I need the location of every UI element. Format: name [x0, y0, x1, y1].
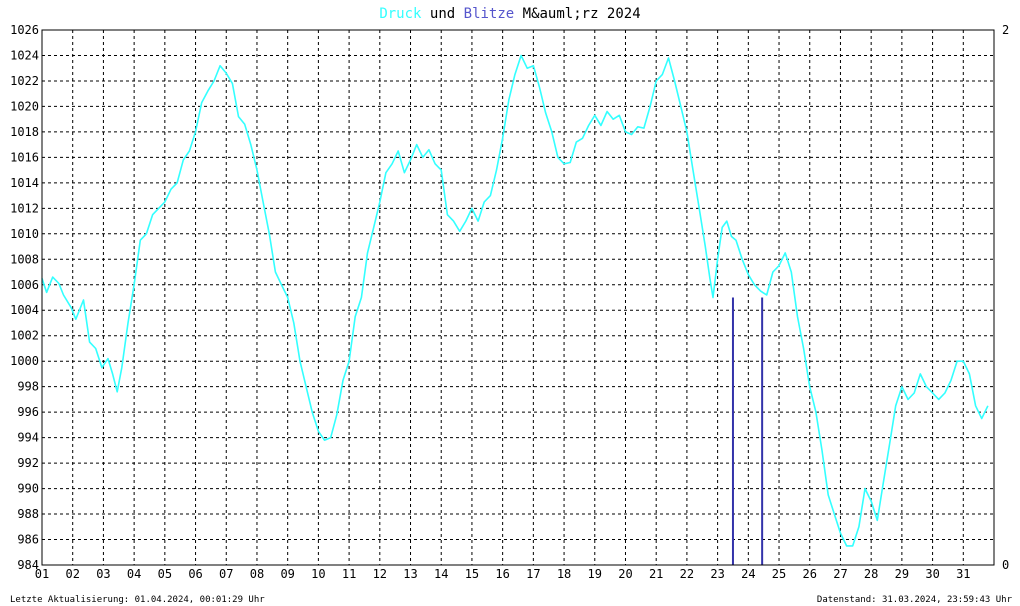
x-tick-label: 29 [895, 567, 909, 581]
lightning-bars [731, 297, 764, 565]
x-tick-label: 19 [588, 567, 602, 581]
y-tick-label: 996 [17, 405, 39, 419]
x-tick-label: 08 [250, 567, 264, 581]
x-tick-label: 06 [188, 567, 202, 581]
plot-frame [41, 29, 995, 566]
x-tick-label: 01 [35, 567, 49, 581]
x-tick-label: 21 [649, 567, 663, 581]
y-tick-label: 986 [17, 533, 39, 547]
x-tick-label: 07 [219, 567, 233, 581]
x-tick-label: 11 [342, 567, 356, 581]
x-tick-label: 27 [833, 567, 847, 581]
chart-title: Druck und Blitze M&auml;rz 2024 [379, 6, 640, 22]
x-tick-label: 23 [710, 567, 724, 581]
x-tick-label: 25 [772, 567, 786, 581]
title-und: und [421, 6, 463, 22]
title-druck: Druck [379, 6, 422, 22]
y-tick-label: 994 [17, 431, 39, 445]
x-tick-label: 24 [741, 567, 755, 581]
y2-axis-ticks: 02 [1002, 23, 1009, 572]
x-tick-label: 13 [403, 567, 417, 581]
y-tick-label: 1004 [10, 303, 39, 317]
x-tick-label: 03 [96, 567, 110, 581]
x-tick-label: 30 [925, 567, 939, 581]
y-axis-ticks: 984 986 988 990 992 994 996 998 1000 1002 1004 1006… [10, 23, 39, 572]
y-tick-label: 1012 [10, 201, 39, 215]
x-tick-label: 12 [373, 567, 387, 581]
x-tick-label: 18 [557, 567, 571, 581]
y-tick-label: 1002 [10, 329, 39, 343]
y-tick-label: 984 [17, 558, 39, 572]
y-tick-label: 1010 [10, 227, 39, 241]
title-blitze: Blitze [464, 6, 515, 22]
y-tick-label: 990 [17, 482, 39, 496]
grid-lines [42, 30, 994, 565]
x-tick-label: 02 [65, 567, 79, 581]
y-tick-label: 1006 [10, 278, 39, 292]
x-tick-label: 05 [158, 567, 172, 581]
y-tick-label: 1014 [10, 176, 39, 190]
x-tick-label: 20 [618, 567, 632, 581]
y2-tick-label: 0 [1002, 558, 1009, 572]
pressure-line [41, 54, 989, 547]
y-tick-label: 1020 [10, 99, 39, 113]
y-tick-label: 1022 [10, 74, 39, 88]
y2-tick-label: 2 [1002, 23, 1009, 37]
x-axis-ticks: 01 02 03 04 05 06 07 08 09 10 11 12 13 14 15 16 17 18 19 20… [35, 567, 971, 581]
y-tick-label: 1026 [10, 23, 39, 37]
x-tick-label: 16 [495, 567, 509, 581]
footer-right: Datenstand: 31.03.2024, 23:59:43 Uhr [817, 595, 1013, 605]
x-tick-label: 04 [127, 567, 141, 581]
y-tick-label: 1016 [10, 150, 39, 164]
x-tick-label: 26 [803, 567, 817, 581]
x-tick-label: 17 [526, 567, 540, 581]
footer-left: Letzte Aktualisierung: 01.04.2024, 00:01… [10, 595, 265, 605]
x-tick-label: 14 [434, 567, 448, 581]
title-month: M&auml;rz 2024 [514, 6, 640, 22]
x-tick-label: 09 [280, 567, 294, 581]
y-tick-label: 992 [17, 456, 39, 470]
y-tick-label: 1018 [10, 125, 39, 139]
y-tick-label: 1024 [10, 48, 39, 62]
x-tick-label: 31 [956, 567, 970, 581]
x-tick-label: 15 [465, 567, 479, 581]
y-tick-label: 998 [17, 380, 39, 394]
y-tick-label: 1008 [10, 252, 39, 266]
y-tick-label: 988 [17, 507, 39, 521]
y-tick-label: 1000 [10, 354, 39, 368]
x-tick-label: 28 [864, 567, 878, 581]
x-tick-label: 22 [680, 567, 694, 581]
x-tick-label: 10 [311, 567, 325, 581]
